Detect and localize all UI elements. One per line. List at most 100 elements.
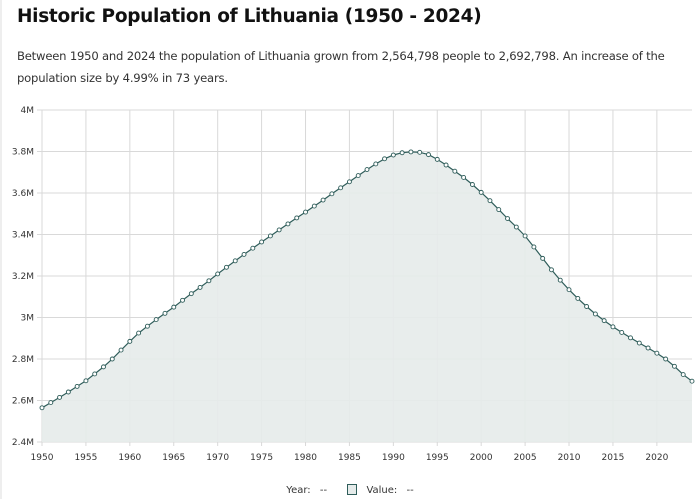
legend-year-value: --: [319, 485, 328, 496]
data-point: [364, 167, 370, 173]
data-point: [505, 216, 510, 221]
data-point: [513, 224, 519, 230]
x-tick-label: 1960: [118, 453, 141, 463]
data-point: [399, 150, 405, 156]
data-point: [294, 215, 300, 221]
data-point: [443, 162, 449, 168]
data-point: [566, 287, 572, 293]
data-point: [663, 356, 669, 362]
data-point: [320, 197, 326, 203]
data-point: [215, 271, 221, 277]
data-point: [74, 383, 80, 389]
data-point: [259, 239, 265, 245]
data-point: [689, 378, 695, 384]
x-tick-label: 1985: [338, 453, 361, 463]
data-point: [601, 318, 607, 324]
data-point: [575, 295, 581, 301]
data-point: [285, 221, 291, 227]
data-point: [232, 258, 238, 264]
data-point: [101, 364, 106, 370]
data-point: [127, 338, 133, 344]
data-point: [118, 347, 124, 353]
y-tick-label: 3.2M: [12, 272, 34, 282]
data-point: [250, 245, 256, 251]
data-point: [276, 227, 282, 233]
data-point: [628, 335, 633, 341]
page-title: Historic Population of Lithuania (1950 -…: [17, 6, 482, 27]
data-point: [355, 173, 361, 179]
data-point: [338, 185, 344, 191]
data-point: [557, 277, 563, 283]
y-tick-label: 3.6M: [12, 189, 34, 199]
y-tick-label: 2.8M: [12, 355, 34, 365]
x-tick-label: 1995: [426, 453, 449, 463]
data-point: [531, 244, 537, 250]
data-point: [496, 207, 502, 213]
legend-year-label: Year:: [286, 485, 311, 496]
data-point: [417, 149, 423, 155]
data-point: [224, 264, 229, 270]
data-point: [83, 378, 89, 384]
data-point: [188, 291, 194, 297]
x-tick-label: 2010: [558, 453, 581, 463]
data-point: [311, 203, 317, 209]
data-point: [48, 400, 54, 406]
data-point: [610, 324, 616, 330]
data-point: [469, 182, 475, 187]
data-point: [382, 156, 388, 162]
y-tick-label: 2.4M: [12, 438, 34, 448]
data-point: [487, 198, 493, 204]
data-point: [206, 278, 212, 284]
data-point: [549, 267, 554, 273]
y-tick-label: 3M: [21, 314, 35, 324]
data-point: [39, 405, 45, 411]
y-tick-label: 3.4M: [12, 231, 34, 241]
data-point: [426, 152, 431, 158]
data-point: [452, 168, 458, 174]
data-point: [654, 350, 660, 356]
y-tick-label: 3.8M: [12, 148, 34, 158]
data-point: [57, 394, 63, 400]
data-point: [522, 233, 528, 239]
data-point: [540, 255, 546, 261]
x-tick-label: 1980: [294, 453, 317, 463]
data-point: [171, 304, 177, 310]
data-point: [434, 156, 440, 162]
x-tick-label: 1950: [31, 453, 54, 463]
x-tick-label: 2005: [514, 453, 537, 463]
data-point: [92, 371, 98, 377]
data-point: [584, 304, 590, 309]
data-point: [65, 389, 71, 395]
y-tick-label: 2.6M: [12, 397, 34, 407]
population-chart[interactable]: 2.4M 2.6M 2.8M 3M 3.2M 3.4M 3.6M 3.8M 4M 1950 1955…: [0, 0, 700, 480]
data-point: [153, 317, 159, 323]
data-point: [461, 174, 467, 180]
data-point: [478, 189, 484, 195]
y-tick-label: 4M: [21, 106, 35, 116]
population-area: [42, 151, 692, 442]
data-point: [346, 179, 352, 185]
data-point: [267, 233, 273, 239]
data-point: [636, 340, 642, 346]
x-tick-label: 2000: [470, 453, 493, 463]
data-point: [162, 310, 168, 316]
description: Between 1950 and 2024 the population of …: [17, 49, 665, 85]
data-point: [197, 284, 203, 290]
data-point: [144, 323, 150, 329]
data-point: [680, 372, 686, 378]
data-point: [645, 345, 651, 351]
data-point: [329, 191, 335, 197]
data-point: [619, 329, 625, 335]
data-point: [136, 330, 142, 336]
x-tick-label: 1955: [74, 453, 97, 463]
data-point: [592, 311, 598, 317]
data-point: [241, 251, 247, 257]
x-tick-label: 1970: [206, 453, 229, 463]
data-point: [303, 209, 308, 215]
left-border: [0, 0, 2, 499]
data-point: [109, 356, 115, 362]
data-point: [390, 152, 396, 158]
x-tick-label: 1975: [250, 453, 273, 463]
x-tick-label: 1990: [382, 453, 405, 463]
x-tick-label: 2020: [645, 453, 668, 463]
